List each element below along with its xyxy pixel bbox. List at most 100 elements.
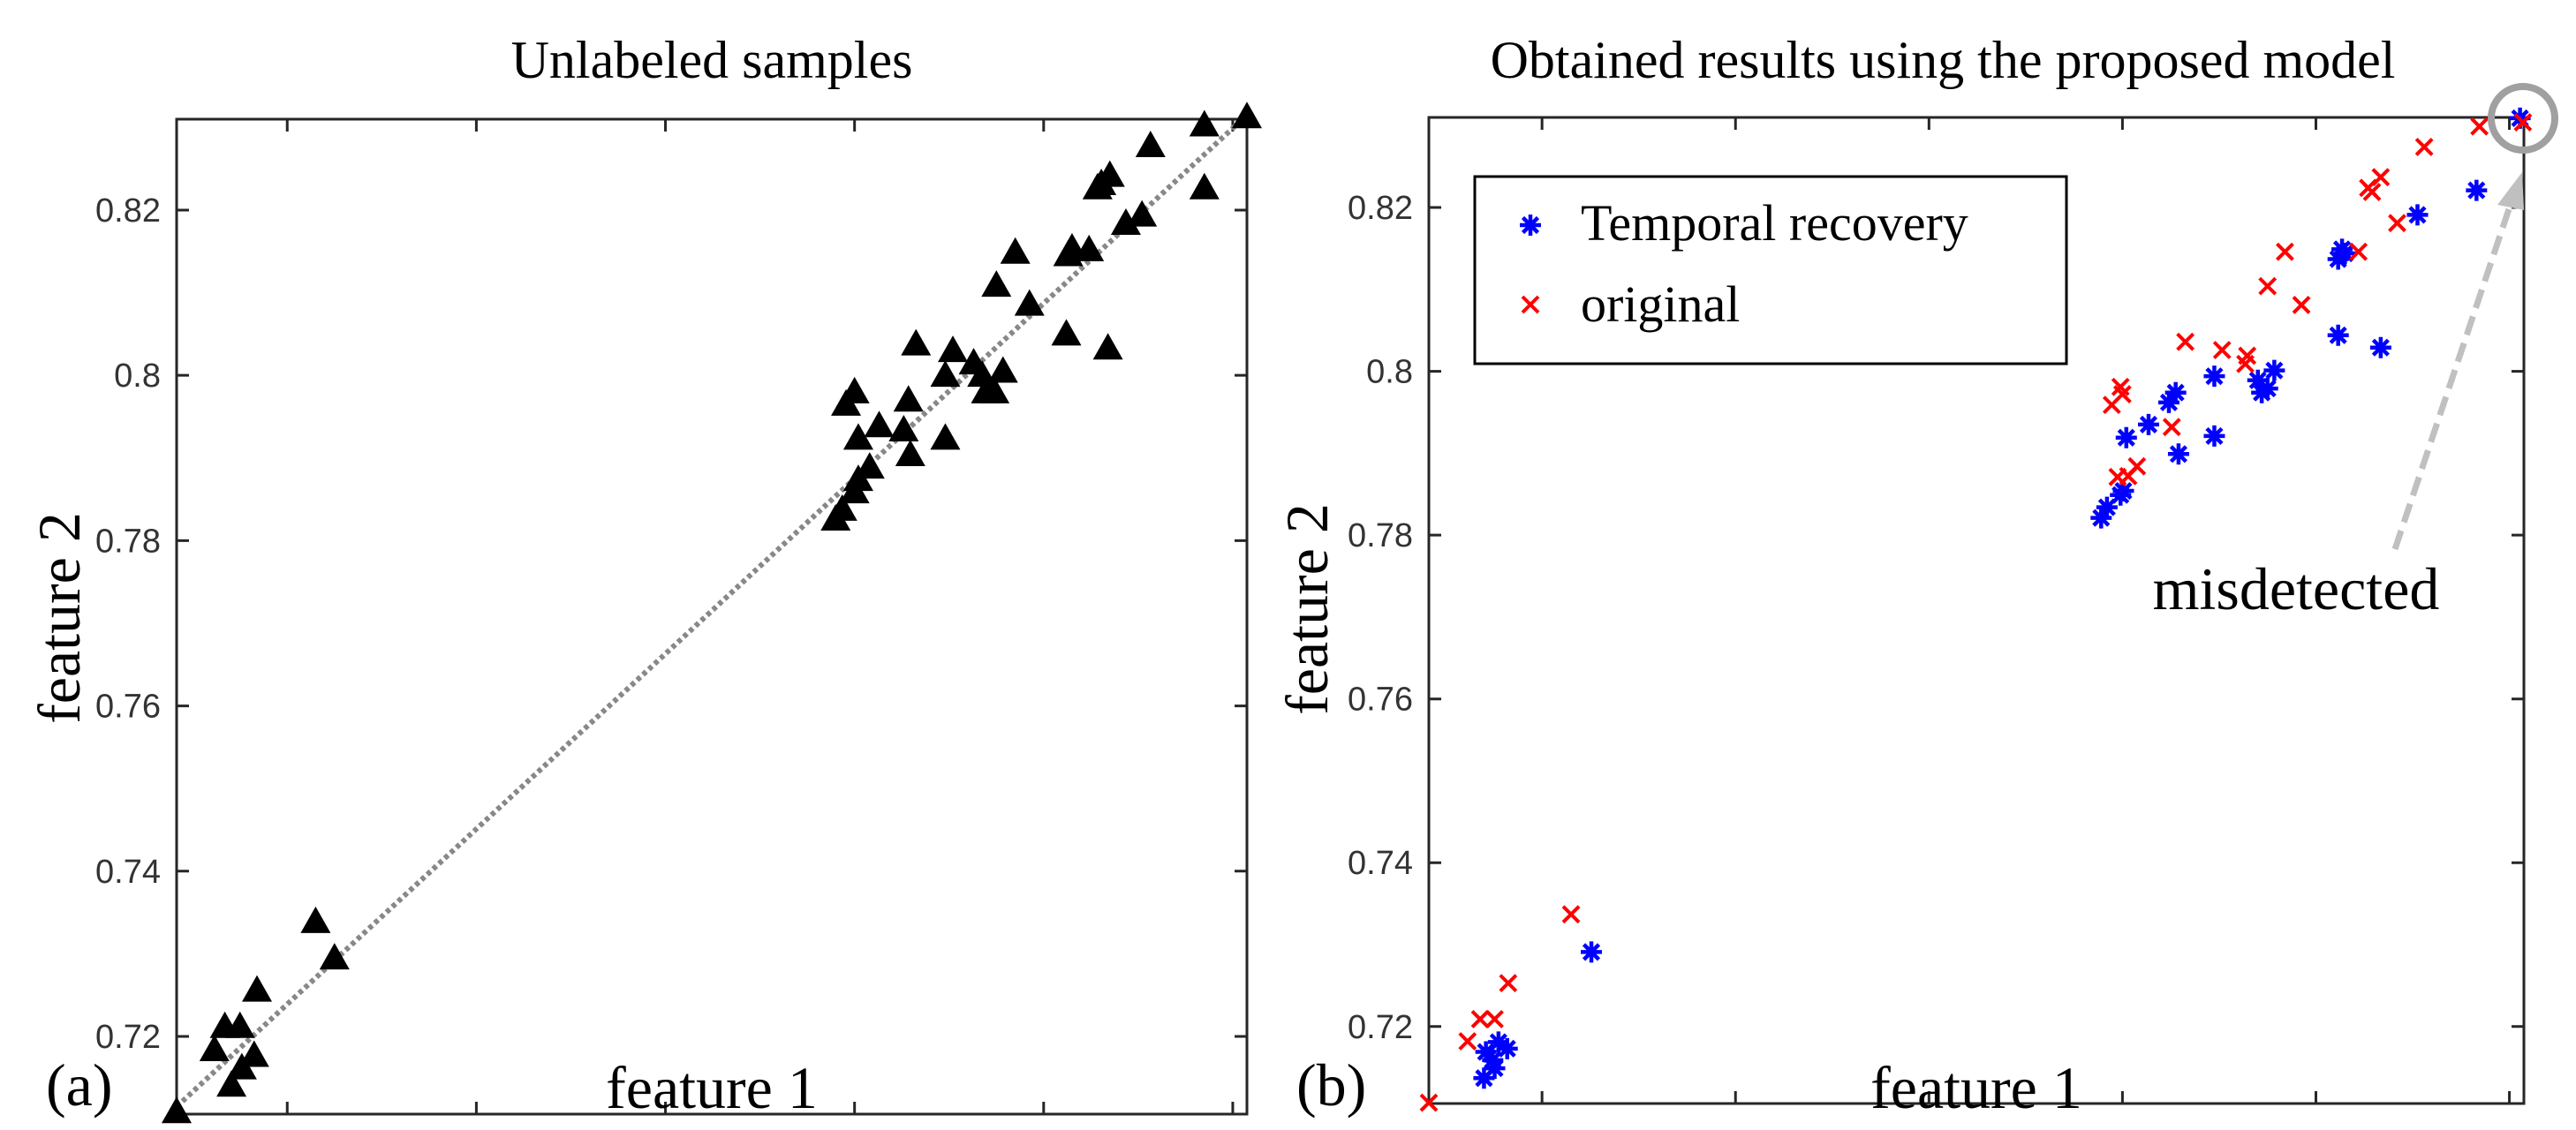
data-point bbox=[2334, 243, 2356, 265]
data-point bbox=[2096, 496, 2118, 518]
data-point bbox=[827, 493, 857, 521]
data-point bbox=[2203, 425, 2225, 447]
data-point bbox=[2470, 117, 2489, 136]
data-point bbox=[2164, 381, 2187, 403]
data-point bbox=[895, 440, 925, 467]
data-point bbox=[1484, 1058, 1506, 1080]
data-point bbox=[2112, 385, 2132, 403]
y-tick-label: 0.76 bbox=[1348, 682, 1413, 719]
chart-title: Unlabeled samples bbox=[511, 31, 913, 89]
x-icon bbox=[1521, 295, 1540, 314]
y-tick-label: 0.8 bbox=[1366, 354, 1413, 391]
data-point bbox=[1496, 1037, 1518, 1059]
data-point bbox=[2258, 276, 2278, 296]
data-point bbox=[2276, 242, 2294, 261]
data-point bbox=[2513, 113, 2533, 132]
data-point bbox=[1561, 905, 1581, 924]
data-point bbox=[1092, 333, 1123, 360]
data-point bbox=[2466, 179, 2488, 201]
data-point bbox=[1127, 200, 1158, 227]
data-point bbox=[2090, 507, 2112, 529]
data-point bbox=[842, 423, 873, 450]
data-point bbox=[242, 975, 273, 1002]
data-point bbox=[888, 414, 919, 441]
data-point bbox=[162, 1096, 192, 1124]
data-point bbox=[199, 1034, 230, 1061]
misdetected-annotation: misdetected bbox=[2153, 555, 2440, 622]
x-axis-label: feature 1 bbox=[1870, 1054, 2082, 1121]
data-point bbox=[2162, 418, 2181, 437]
y-axis-label: feature 2 bbox=[26, 512, 93, 724]
data-point bbox=[1014, 289, 1045, 316]
series-original bbox=[1419, 113, 2533, 1112]
y-tick-label: 0.74 bbox=[1348, 845, 1413, 882]
data-point bbox=[1051, 319, 1082, 346]
data-point bbox=[2371, 168, 2391, 187]
data-point bbox=[987, 356, 1018, 383]
y-tick-label: 0.72 bbox=[95, 1019, 161, 1056]
data-point bbox=[2247, 369, 2269, 391]
data-point bbox=[1232, 102, 1262, 129]
data-point bbox=[1074, 234, 1105, 261]
plot-area bbox=[1419, 107, 2533, 1112]
x-axis-label: feature 1 bbox=[606, 1054, 818, 1121]
data-point bbox=[2212, 341, 2232, 359]
data-point bbox=[1499, 974, 1518, 993]
data-point bbox=[1189, 172, 1220, 200]
y-tick-label: 0.82 bbox=[1348, 190, 1413, 227]
data-point bbox=[901, 328, 932, 356]
data-point bbox=[216, 1070, 247, 1097]
data-point bbox=[2369, 336, 2391, 358]
y-tick-label: 0.76 bbox=[95, 689, 161, 726]
chart-title: Obtained results using the proposed mode… bbox=[1491, 31, 2396, 89]
axes-box bbox=[1427, 116, 2526, 1105]
y-tick-label: 0.72 bbox=[1348, 1009, 1413, 1046]
axes: 0.760.780.80.820.840.860.720.740.760.780… bbox=[1348, 116, 2542, 1130]
data-point bbox=[238, 1040, 269, 1067]
data-point bbox=[938, 335, 969, 363]
data-point bbox=[2327, 324, 2349, 346]
legend-entry-temporal-recovery: Temporal recovery bbox=[1581, 194, 1968, 252]
y-tick-label: 0.8 bbox=[114, 358, 161, 395]
data-point bbox=[1473, 1067, 1495, 1089]
legend-box bbox=[1473, 175, 2068, 365]
annotation-arrowhead bbox=[2497, 172, 2524, 210]
data-point bbox=[930, 423, 961, 450]
asterisk-icon bbox=[1520, 215, 1541, 236]
data-point bbox=[2167, 443, 2189, 465]
legend: Temporal recovery original bbox=[1473, 175, 2068, 365]
data-point bbox=[981, 270, 1012, 298]
y-tick-label: 0.78 bbox=[1348, 517, 1413, 554]
series-samples bbox=[162, 102, 1262, 1124]
data-point bbox=[2137, 413, 2159, 435]
data-point bbox=[2157, 391, 2179, 413]
data-point bbox=[2349, 242, 2368, 261]
data-point bbox=[1189, 109, 1220, 137]
legend-asterisk-marker bbox=[1520, 215, 1541, 236]
data-point bbox=[2292, 296, 2311, 314]
data-point bbox=[1487, 1031, 1509, 1053]
data-point bbox=[1135, 130, 1166, 157]
panel-label: (a) bbox=[46, 1051, 112, 1119]
plot-area bbox=[162, 102, 1262, 1124]
y-tick-label: 0.74 bbox=[95, 854, 161, 891]
data-point bbox=[1470, 1010, 1490, 1028]
data-point bbox=[2256, 378, 2278, 400]
data-point bbox=[2362, 183, 2382, 201]
series-temporal-recovery bbox=[1473, 107, 2531, 1089]
data-point bbox=[839, 376, 870, 403]
data-point bbox=[2127, 456, 2147, 476]
data-point bbox=[2406, 204, 2429, 226]
data-point bbox=[2263, 359, 2285, 381]
y-tick-label: 0.78 bbox=[95, 523, 161, 560]
misdetected-highlight-circle bbox=[2488, 83, 2558, 154]
trend-line bbox=[174, 113, 1250, 1109]
y-axis-label: feature 2 bbox=[1273, 503, 1341, 715]
data-point bbox=[1419, 1093, 1439, 1112]
data-point bbox=[2388, 214, 2406, 233]
data-point bbox=[2176, 332, 2195, 351]
axes: 0.760.780.80.820.840.860.720.740.760.780… bbox=[95, 117, 1249, 1116]
legend-x-marker bbox=[1521, 295, 1540, 314]
data-point bbox=[864, 411, 895, 438]
